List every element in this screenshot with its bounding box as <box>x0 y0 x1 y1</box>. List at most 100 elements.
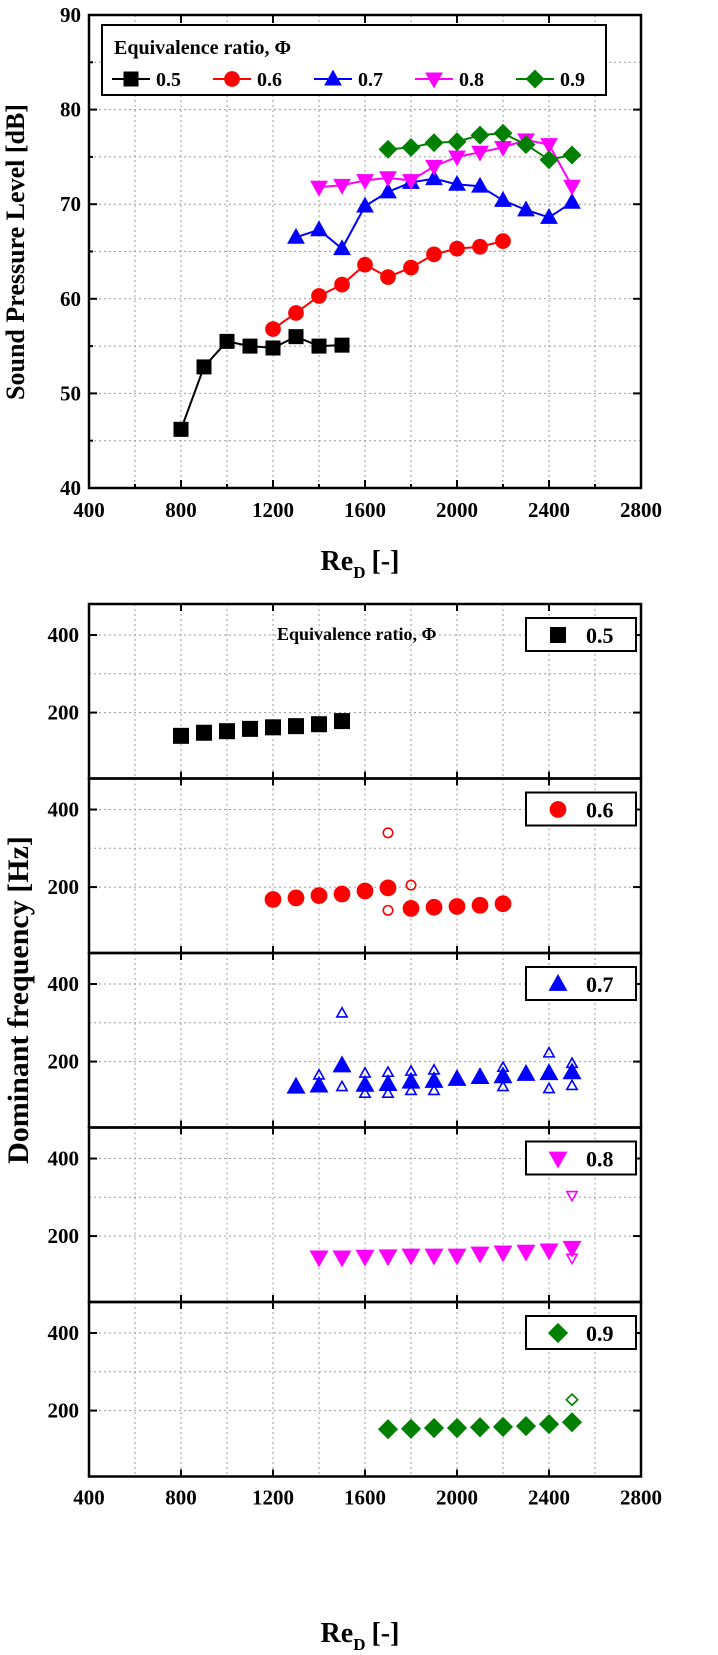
data-point-0.8 <box>379 171 397 188</box>
primary-point-0.7 <box>539 1063 559 1081</box>
primary-point-0.7 <box>470 1067 490 1084</box>
secondary-point-0.9 <box>565 1392 579 1407</box>
panel-y-tick-label: 400 <box>48 623 80 647</box>
data-point-0.5 <box>265 340 281 356</box>
frequency-annotation: Equivalence ratio, Φ <box>277 624 436 644</box>
panel-legend-label-0.7: 0.7 <box>586 972 614 997</box>
frequency-x-tick-label: 1600 <box>344 1486 386 1510</box>
panel-y-tick-label: 400 <box>48 798 80 822</box>
frequency-x-axis-label-main: Re <box>321 1618 354 1649</box>
frequency-panel-0.9: 200 400 0.9 <box>48 1300 643 1478</box>
data-point-0.5 <box>196 359 212 375</box>
legend-label-0.5: 0.5 <box>156 69 181 91</box>
frequency-x-axis-label: ReD [-] <box>321 1618 400 1654</box>
panel-legend-marker-0.6 <box>549 801 567 818</box>
spl-x-tick-label: 1600 <box>344 498 386 522</box>
legend-label-0.8: 0.8 <box>459 69 484 91</box>
primary-point-0.7 <box>424 1070 444 1088</box>
data-point-0.5 <box>242 338 258 354</box>
legend-label-0.9: 0.9 <box>560 69 585 91</box>
primary-point-0.8 <box>401 1248 421 1266</box>
series-line-0.8 <box>318 138 573 189</box>
data-point-0.7 <box>425 169 443 186</box>
primary-point-0.7 <box>286 1076 306 1094</box>
panel-y-tick-label: 200 <box>48 1050 80 1074</box>
primary-point-0.9 <box>446 1417 468 1439</box>
spl-x-tick-label: 800 <box>165 498 197 522</box>
spl-y-tick-label: 70 <box>60 192 81 216</box>
spl-x-axis-label: ReD [-] <box>321 546 400 582</box>
primary-point-0.5 <box>265 719 281 736</box>
panel-legend-label-0.5: 0.5 <box>586 623 614 648</box>
spl-x-tick-label: 1200 <box>252 498 294 522</box>
data-point-0.8 <box>471 145 489 162</box>
secondary-point-0.7 <box>335 1079 349 1092</box>
panel-legend-label-0.6: 0.6 <box>586 798 614 823</box>
data-point-0.9 <box>470 125 490 145</box>
primary-point-0.7 <box>493 1066 513 1084</box>
data-point-0.7 <box>471 176 489 193</box>
data-point-0.8 <box>563 179 581 196</box>
primary-point-0.8 <box>493 1245 513 1263</box>
data-point-0.6 <box>380 269 396 285</box>
primary-point-0.8 <box>539 1243 559 1261</box>
secondary-point-0.7 <box>358 1086 372 1099</box>
legend-title: Equivalence ratio, Φ <box>114 37 291 59</box>
data-point-0.7 <box>517 200 535 217</box>
frequency-panel-0.6: 200 400 0.6 <box>48 777 643 955</box>
frequency-x-tick-label: 2800 <box>620 1486 662 1510</box>
primary-point-0.7 <box>332 1055 352 1073</box>
data-point-0.6 <box>403 259 419 276</box>
primary-point-0.9 <box>469 1417 491 1438</box>
primary-point-0.6 <box>448 898 466 915</box>
primary-point-0.8 <box>424 1248 444 1266</box>
secondary-point-0.7 <box>496 1079 510 1092</box>
spl-x-tick-label: 2800 <box>620 498 662 522</box>
legend-label-0.7: 0.7 <box>358 69 383 91</box>
primary-point-0.9 <box>423 1417 445 1439</box>
secondary-point-0.8 <box>565 1190 579 1203</box>
panel-y-tick-label: 400 <box>48 1147 80 1171</box>
panel-y-tick-label: 400 <box>48 972 80 996</box>
primary-point-0.8 <box>447 1248 467 1266</box>
primary-point-0.7 <box>355 1074 375 1092</box>
secondary-point-0.7 <box>381 1086 395 1099</box>
panel-y-tick-label: 200 <box>48 1224 80 1248</box>
data-point-0.7 <box>356 196 374 213</box>
panel-legend-box <box>525 1315 637 1350</box>
panel-y-tick-label: 200 <box>48 701 80 725</box>
spl-y-tick-label: 60 <box>60 287 81 311</box>
frequency-x-tick-label: 400 <box>73 1486 105 1510</box>
primary-point-0.5 <box>196 724 212 741</box>
data-point-0.6 <box>265 321 281 337</box>
primary-point-0.9 <box>515 1416 537 1437</box>
primary-point-0.9 <box>538 1414 560 1435</box>
panel-legend-box <box>525 617 637 652</box>
legend-marker-0.5 <box>123 71 139 87</box>
panel-legend-marker-0.5 <box>550 627 566 643</box>
panel-legend-label-0.8: 0.8 <box>586 1147 614 1172</box>
legend-marker-0.9 <box>525 69 545 89</box>
secondary-point-0.7 <box>542 1081 556 1094</box>
primary-point-0.8 <box>470 1246 490 1264</box>
primary-point-0.8 <box>378 1249 398 1267</box>
spl-x-tick-label: 400 <box>73 498 105 522</box>
frequency-x-tick-label: 1200 <box>252 1486 294 1510</box>
data-point-0.9 <box>516 135 536 155</box>
primary-point-0.8 <box>309 1250 329 1268</box>
legend-items: 0.5 0.6 0.7 0.8 0.9 <box>112 69 585 91</box>
primary-point-0.6 <box>287 889 305 907</box>
data-point-0.9 <box>378 139 398 159</box>
frequency-panels: 200 400 0.5 200 400 0.6 200 400 0.7 200 400 0.8 200 4… <box>48 602 662 1510</box>
spl-x-axis-label-unit: [-] <box>371 546 399 577</box>
primary-point-0.5 <box>219 723 235 740</box>
spl-y-tick-label: 90 <box>60 3 81 27</box>
data-point-0.5 <box>288 329 304 345</box>
data-point-0.6 <box>495 233 511 249</box>
legend-marker-0.7 <box>324 69 342 86</box>
legend-marker-0.8 <box>425 72 443 89</box>
spl-chart: 400 800 1200 1600 2000 2400 2800 40 50 60 70 80 90 E… <box>1 3 662 582</box>
primary-point-0.5 <box>242 720 258 737</box>
data-point-0.5 <box>173 421 189 437</box>
